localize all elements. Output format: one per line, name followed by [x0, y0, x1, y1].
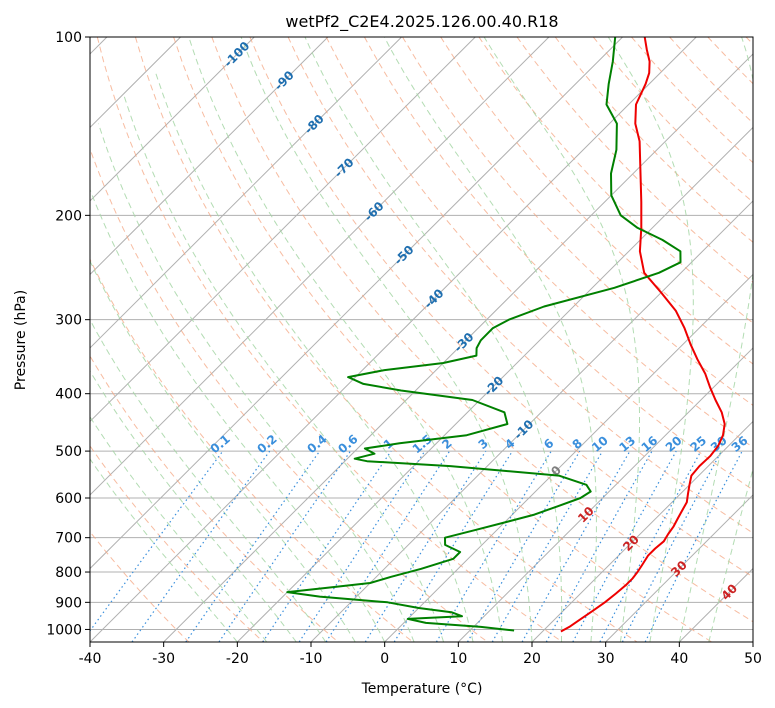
moist-adiabat-line — [607, 37, 694, 642]
y-axis-title: Pressure (hPa) — [13, 290, 29, 390]
mixing-ratio-line — [364, 450, 487, 642]
mixing-ratio-line — [298, 450, 426, 642]
moist-adiabat-line — [708, 467, 753, 642]
plot-frame — [89, 36, 754, 643]
series-layer — [286, 37, 726, 633]
y-tick-label: 500 — [55, 444, 82, 460]
x-tick-label: 30 — [597, 651, 615, 667]
isotherm-line — [90, 37, 550, 496]
dry-adiabat-line — [287, 37, 753, 534]
moist-adiabat-line — [240, 37, 533, 642]
moist-adiabat-line — [383, 37, 597, 642]
mixing-ratio-line — [325, 450, 451, 642]
mixing-ratio-line — [572, 450, 677, 642]
isotherm-line — [531, 420, 753, 642]
x-tick-label: -20 — [226, 651, 249, 667]
x-tick-label: 50 — [744, 651, 762, 667]
moist-adiabat-line — [97, 123, 415, 642]
mixing-ratio-line — [185, 450, 321, 642]
dry-adiabat-line — [211, 37, 753, 623]
isotherm-line — [236, 126, 753, 642]
moist-adiabat-line — [90, 415, 268, 642]
dry-adiabat-line — [90, 445, 264, 642]
mixing-ratio-line — [262, 450, 392, 642]
mixing-ratio-line — [466, 450, 581, 642]
y-tick-label: 900 — [55, 595, 82, 611]
dry-adiabat-line — [478, 37, 753, 324]
x-tick-label: 20 — [523, 651, 541, 667]
dry-adiabat-line — [402, 37, 753, 406]
x-tick-label: 10 — [449, 651, 467, 667]
mixing-ratio-line — [435, 450, 552, 642]
moist-adiabat-line — [123, 94, 445, 642]
isotherm-line — [90, 37, 329, 276]
dry-adiabat-line — [134, 37, 638, 642]
y-tick-label: 400 — [55, 387, 82, 403]
isotherm-line — [90, 37, 623, 570]
moist-adiabat-line — [155, 72, 474, 642]
moist-adiabat-line — [483, 37, 640, 642]
y-tick-label: 600 — [55, 491, 82, 507]
dry-adiabat-line — [249, 37, 753, 578]
isotherm-line — [90, 37, 255, 202]
axes: -40 -30 -20 -10 0 10 20 30 40 50 100 200 300 400 500 60… — [46, 30, 762, 667]
isotherm-line — [163, 53, 753, 642]
x-tick-label: -40 — [79, 651, 102, 667]
isotherm-line — [605, 494, 753, 642]
moist-adiabat-line — [90, 370, 297, 642]
x-tick-label: -30 — [152, 651, 175, 667]
y-tick-label: 100 — [55, 30, 82, 46]
dry-adiabat-line — [90, 147, 488, 642]
mixing-ratio-line — [599, 450, 702, 642]
x-tick-label: -10 — [300, 651, 323, 667]
x-axis-title: Temperature (°C) — [361, 681, 483, 697]
y-tick-label: 200 — [55, 208, 82, 224]
y-tick-label: 300 — [55, 313, 82, 329]
isotherm-line — [90, 37, 402, 349]
moist-adiabat-line — [188, 37, 503, 642]
background-lines — [90, 37, 753, 642]
y-tick-label: 700 — [55, 531, 82, 547]
dry-adiabat-line — [96, 37, 563, 642]
isotherm-line — [90, 37, 476, 423]
y-tick-label: 800 — [55, 565, 82, 581]
isotherm-line — [457, 347, 753, 642]
moist-adiabat-line — [304, 37, 563, 642]
mixing-ratio-line — [218, 450, 351, 642]
dewpoint-profile-line — [286, 37, 682, 632]
x-tick-label: 40 — [670, 651, 688, 667]
x-tick-label: 0 — [380, 651, 389, 667]
y-tick-label: 1000 — [46, 622, 82, 638]
moist-adiabat-line — [90, 318, 327, 642]
moist-adiabat-line — [90, 259, 356, 642]
temperature-profile-line — [560, 37, 726, 633]
moist-adiabat-line — [90, 188, 386, 642]
chart-title: wetPf2_C2E4.2025.126.00.40.R18 — [285, 12, 558, 32]
dry-adiabat-line — [173, 37, 712, 642]
moist-adiabat-line — [678, 37, 753, 642]
isotherm-line — [90, 37, 697, 642]
